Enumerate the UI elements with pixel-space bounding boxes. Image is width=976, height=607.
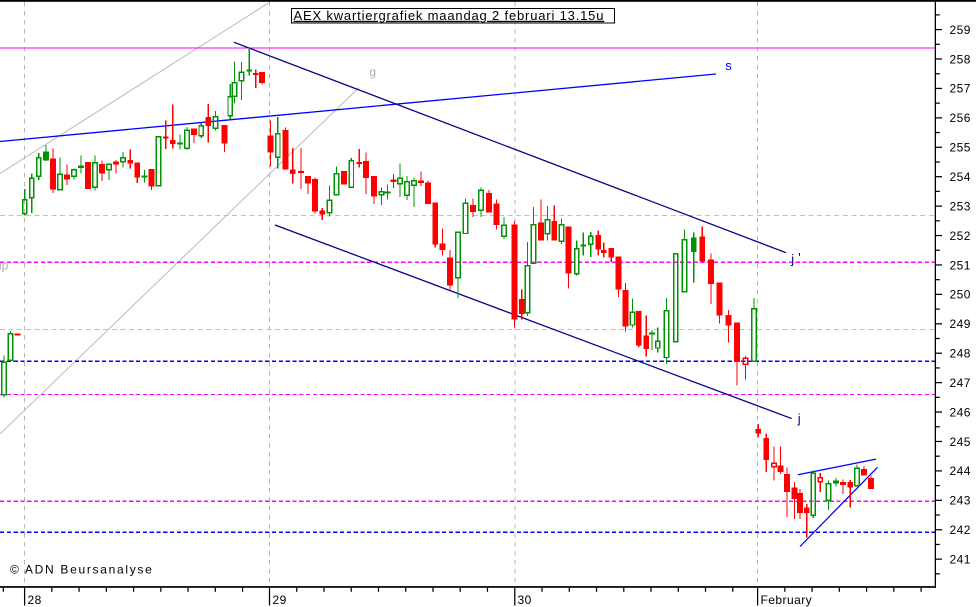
- svg-text:246: 246: [950, 405, 971, 419]
- svg-text:243: 243: [950, 494, 971, 508]
- svg-text:g: g: [369, 65, 376, 79]
- svg-text:252: 252: [950, 229, 971, 243]
- svg-text:256: 256: [950, 111, 971, 125]
- svg-text:AEX kwartiergrafiek maandag 2: AEX kwartiergrafiek maandag 2 februari 1…: [294, 8, 605, 23]
- svg-text:s: s: [725, 58, 732, 73]
- svg-text:251: 251: [950, 258, 971, 272]
- svg-text:28: 28: [28, 593, 42, 607]
- svg-text:247: 247: [950, 376, 971, 390]
- svg-text:259: 259: [950, 23, 971, 37]
- svg-text:': ': [798, 250, 800, 265]
- svg-text:245: 245: [950, 435, 971, 449]
- svg-text:30: 30: [518, 593, 532, 607]
- svg-text:241: 241: [950, 552, 971, 566]
- svg-text:244: 244: [950, 464, 971, 478]
- svg-text:258: 258: [950, 52, 971, 66]
- svg-text:253: 253: [950, 199, 971, 213]
- svg-text:249: 249: [950, 317, 971, 331]
- svg-text:j: j: [790, 252, 794, 267]
- svg-text:257: 257: [950, 82, 971, 96]
- svg-text:250: 250: [950, 288, 971, 302]
- svg-text:29: 29: [273, 593, 287, 607]
- svg-text:© ADN Beursanalyse: © ADN Beursanalyse: [10, 563, 154, 577]
- svg-text:255: 255: [950, 141, 971, 155]
- svg-text:248: 248: [950, 347, 971, 361]
- svg-text:j: j: [797, 411, 801, 426]
- svg-text:up: up: [0, 258, 9, 272]
- svg-text:February: February: [761, 593, 813, 607]
- svg-text:242: 242: [950, 523, 971, 537]
- svg-text:254: 254: [950, 170, 971, 184]
